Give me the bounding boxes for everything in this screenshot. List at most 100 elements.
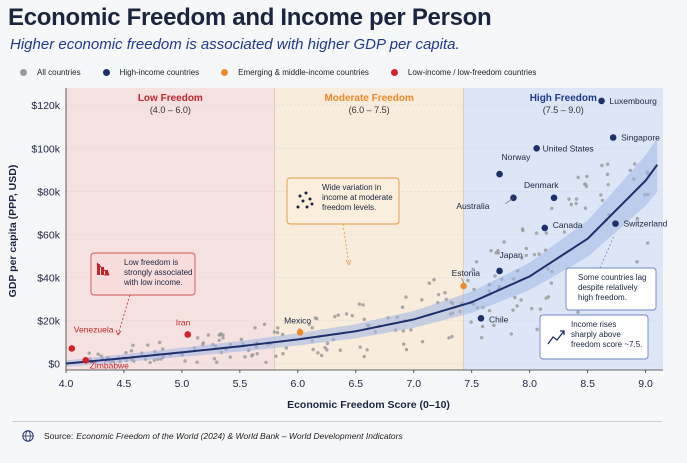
- data-point: [124, 350, 128, 355]
- data-point: [275, 330, 280, 335]
- annotation-text: with low income.: [123, 278, 183, 287]
- band-range: (7.5 – 9.0): [543, 105, 584, 115]
- country-label: Iran: [176, 317, 191, 327]
- data-point: [274, 354, 278, 358]
- icon-dot: [298, 194, 302, 198]
- legend-label: Low-income / low-freedom countries: [407, 67, 537, 77]
- annotation-text: Income rises: [571, 320, 616, 329]
- data-point: [487, 308, 492, 313]
- y-tick-label: $0: [48, 359, 60, 371]
- data-point: [239, 337, 244, 342]
- chart-subtitle: Higher economic freedom is associated wi…: [10, 36, 460, 53]
- data-point: [436, 292, 441, 297]
- data-point: [513, 295, 517, 300]
- annotation-text: income at moderate: [322, 193, 393, 202]
- data-point: [409, 328, 413, 332]
- data-point: [600, 163, 604, 168]
- legend-marker: [20, 68, 27, 76]
- data-point: [157, 340, 162, 345]
- data-point: [534, 231, 539, 235]
- data-point: [344, 312, 349, 316]
- data-point: [402, 342, 406, 346]
- country-label: Chile: [489, 314, 509, 324]
- annotation-arrowhead: [345, 259, 352, 266]
- legend-label: Emerging & middle-income countries: [238, 67, 369, 77]
- data-point: [358, 345, 362, 349]
- data-point: [350, 313, 354, 318]
- icon-bar: [101, 267, 104, 275]
- labeled-point: Norway: [496, 152, 532, 178]
- data-point: [404, 295, 408, 299]
- country-marker: [612, 220, 619, 227]
- data-point: [96, 352, 100, 356]
- scatter-chart: Low Freedom(4.0 – 6.0) Moderate Freedom(6…: [7, 88, 668, 411]
- labeled-point: Canada: [541, 220, 583, 232]
- band-range: (6.0 – 7.5): [349, 105, 390, 115]
- labeled-point: Denmark: [524, 180, 559, 202]
- annotation-frame: [565, 267, 657, 311]
- band-range: (4.0 – 6.0): [150, 105, 191, 115]
- data-point: [496, 248, 500, 253]
- data-point: [195, 360, 199, 364]
- labeled-point: United States: [533, 143, 594, 153]
- icon-trend-path: [547, 330, 565, 345]
- annotation-text: Some countries lag: [578, 273, 646, 282]
- labeled-point: Mexico: [284, 315, 311, 336]
- data-point: [87, 351, 91, 355]
- data-point: [325, 348, 329, 352]
- annotation-text: sharply above: [571, 330, 621, 339]
- scatter-dots-icon: [296, 191, 314, 209]
- country-marker: [496, 267, 503, 275]
- country-marker: [609, 134, 617, 141]
- data-point: [469, 320, 473, 324]
- country-marker: [184, 331, 192, 338]
- data-point: [336, 313, 340, 317]
- country-label: United States: [543, 143, 594, 153]
- labeled-point: Zimbabwe: [82, 357, 129, 370]
- x-tick-label: 4.5: [117, 378, 132, 390]
- data-point: [255, 352, 259, 356]
- data-point: [146, 343, 150, 347]
- labeled-point: Chile: [477, 314, 509, 324]
- x-axis-title: Economic Freedom Score (0–10): [287, 399, 450, 411]
- data-point: [217, 333, 222, 337]
- data-point: [606, 162, 610, 166]
- country-label: Zimbabwe: [90, 360, 129, 370]
- data-point: [420, 339, 425, 344]
- country-marker: [533, 144, 540, 152]
- data-point: [243, 355, 247, 359]
- data-point: [214, 360, 219, 364]
- data-point: [281, 352, 285, 356]
- country-label: Venezuela: [74, 324, 114, 334]
- icon-dot: [304, 191, 308, 195]
- data-point: [195, 336, 200, 340]
- data-point: [645, 241, 650, 245]
- data-point: [313, 316, 318, 320]
- country-label: Mexico: [284, 315, 311, 325]
- data-point: [535, 327, 539, 332]
- source-prefix: Source:: [44, 431, 74, 441]
- legend: All countries High-income countries Emer…: [20, 66, 558, 78]
- trending-up-icon: [547, 330, 565, 345]
- data-point: [519, 298, 523, 302]
- country-marker: [541, 224, 549, 232]
- data-point: [338, 348, 343, 352]
- labeled-point: Luxembourg: [598, 96, 657, 106]
- data-point: [284, 346, 288, 350]
- data-point: [635, 260, 639, 264]
- data-point: [131, 343, 135, 347]
- annotation-text: strongly associated: [124, 268, 192, 277]
- data-point: [272, 330, 277, 334]
- icon-arrow: [96, 262, 110, 276]
- country-label: Norway: [502, 152, 532, 162]
- country-label: Singapore: [621, 133, 660, 143]
- data-point: [319, 353, 324, 358]
- leader-line: [461, 277, 464, 284]
- legend-item-emerging: Emerging & middle-income countries: [221, 68, 369, 77]
- y-axis-title: GDP per capita (PPP, USD): [7, 165, 19, 298]
- country-label: Canada: [553, 220, 583, 230]
- data-point: [480, 324, 485, 329]
- data-point: [635, 216, 640, 221]
- source-text: Economic Freedom of the World (2024) & W…: [76, 431, 403, 441]
